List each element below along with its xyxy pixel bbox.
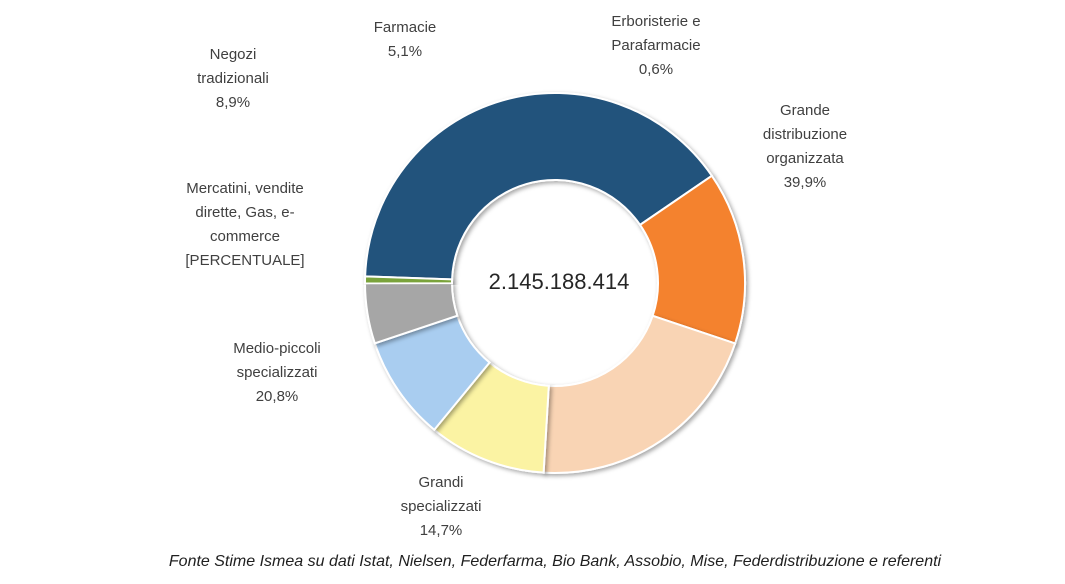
slice-label-line: organizzata	[766, 150, 844, 167]
slice-value: 14,7%	[420, 522, 463, 539]
donut-slice	[542, 314, 737, 474]
slice-label: Erboristerie e Parafarmacie 0,6%	[611, 13, 700, 78]
donut-slices	[363, 92, 746, 474]
slice-label-line: tradizionali	[197, 70, 269, 87]
slice-label-line: Negozi	[210, 46, 257, 63]
donut-slice	[364, 92, 714, 281]
slice-label: Negozi tradizionali 8,9%	[197, 46, 269, 111]
slice-value: [PERCENTUALE]	[185, 252, 304, 269]
slice-label-line: dirette, Gas, e-	[195, 204, 294, 221]
slice-label-line: Mercatini, vendite	[186, 180, 304, 197]
slice-label-line: Parafarmacie	[611, 37, 700, 54]
slice-label: Farmacie 5,1%	[374, 19, 437, 60]
slice-label-line: commerce	[210, 228, 280, 245]
slice-value: 20,8%	[256, 388, 299, 405]
slice-value: 8,9%	[216, 94, 250, 111]
slice-label: Grandi specializzati 14,7%	[401, 474, 482, 539]
slice-label-line: Grande	[780, 102, 830, 119]
slice-value: 39,9%	[784, 174, 827, 191]
slice-value: 5,1%	[388, 43, 422, 60]
slice-label: Medio-piccoli specializzati 20,8%	[233, 340, 321, 405]
slice-label-line: distribuzione	[763, 126, 847, 143]
slice-label: Mercatini, vendite dirette, Gas, e-commer…	[185, 180, 304, 269]
source-note: Fonte Stime Ismea su dati Istat, Nielsen…	[168, 553, 942, 570]
slice-label-line: Medio-piccoli	[233, 340, 321, 357]
slice-labels: Grande distribuzione organizzata 39,9%Grand…	[185, 13, 847, 539]
slice-label: Grande distribuzione organizzata 39,9%	[763, 102, 847, 191]
slice-label-line: Grandi	[418, 474, 463, 491]
slice-label-line: Farmacie	[374, 19, 437, 36]
slice-label-line: specializzati	[401, 498, 482, 515]
slice-label-line: Erboristerie e	[611, 13, 700, 30]
slice-value: 0,6%	[639, 61, 673, 78]
center-total: 2.145.188.414	[489, 269, 630, 294]
slice-label-line: specializzati	[237, 364, 318, 381]
donut-slice	[364, 275, 454, 285]
